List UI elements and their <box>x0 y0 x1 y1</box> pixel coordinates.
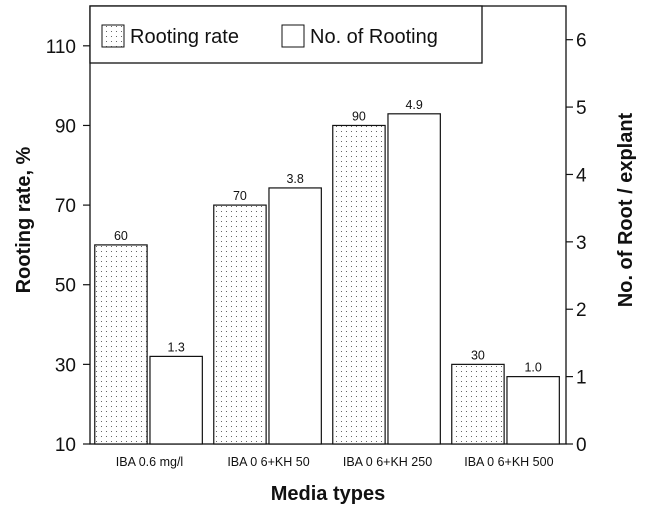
bar-rooting-rate <box>94 244 148 445</box>
bar-value-label: 60 <box>114 229 128 243</box>
bar-no-of-rooting <box>506 376 560 445</box>
left-axis: 10 30 50 70 90 110 <box>46 37 90 456</box>
y-tick-label: 10 <box>55 435 76 456</box>
right-axis: 0 1 2 3 4 5 6 <box>566 31 587 456</box>
legend-label-rooting-rate: Rooting rate <box>130 26 239 48</box>
legend: Rooting rate No. of Rooting <box>89 5 483 64</box>
bar-value-label: 1.3 <box>167 340 184 354</box>
x-axis-title: Media types <box>271 483 385 505</box>
bar-value-label: 30 <box>471 348 485 362</box>
bar-rooting-rate <box>213 204 267 445</box>
y-right-tick-label: 4 <box>576 165 587 186</box>
category-label: IBA 0 6+KH 500 <box>464 455 553 469</box>
bar-value-label: 1.0 <box>524 361 541 375</box>
y-tick-label: 90 <box>55 116 76 137</box>
category-label: IBA 0.6 mg/l <box>116 455 183 469</box>
category-label: IBA 0 6+KH 50 <box>227 455 309 469</box>
category-labels: IBA 0.6 mg/l IBA 0 6+KH 50 IBA 0 6+KH 250 I… <box>116 455 554 469</box>
y-right-tick-label: 2 <box>576 300 587 321</box>
bars: 60 1.3 70 3.8 90 4.9 30 1.0 <box>94 98 560 445</box>
bar-value-label: 90 <box>352 109 366 123</box>
y-axis-right-title: No. of Root / explant <box>615 112 637 307</box>
y-tick-label: 70 <box>55 196 76 217</box>
legend-swatch-no-of-rooting <box>281 24 305 48</box>
bar-value-label: 4.9 <box>405 98 422 112</box>
bar-value-label: 70 <box>233 189 247 203</box>
y-right-tick-label: 1 <box>576 368 587 389</box>
legend-swatch-rooting-rate <box>101 24 125 48</box>
y-axis-title: Rooting rate, % <box>13 146 35 293</box>
y-tick-label: 110 <box>46 37 76 58</box>
category-label: IBA 0 6+KH 250 <box>343 455 432 469</box>
bar-no-of-rooting <box>268 187 322 445</box>
y-right-tick-label: 0 <box>576 435 587 456</box>
y-tick-label: 50 <box>55 276 76 297</box>
y-right-tick-label: 3 <box>576 233 587 254</box>
bar-no-of-rooting <box>387 113 441 445</box>
y-right-tick-label: 5 <box>576 98 587 119</box>
y-right-tick-label: 6 <box>576 31 587 52</box>
bar-rooting-rate <box>451 363 505 445</box>
bar-no-of-rooting <box>149 355 203 445</box>
bar-rooting-rate <box>332 124 386 445</box>
legend-label-no-of-rooting: No. of Rooting <box>310 26 438 48</box>
y-tick-label: 30 <box>55 355 76 376</box>
bar-value-label: 3.8 <box>286 172 303 186</box>
